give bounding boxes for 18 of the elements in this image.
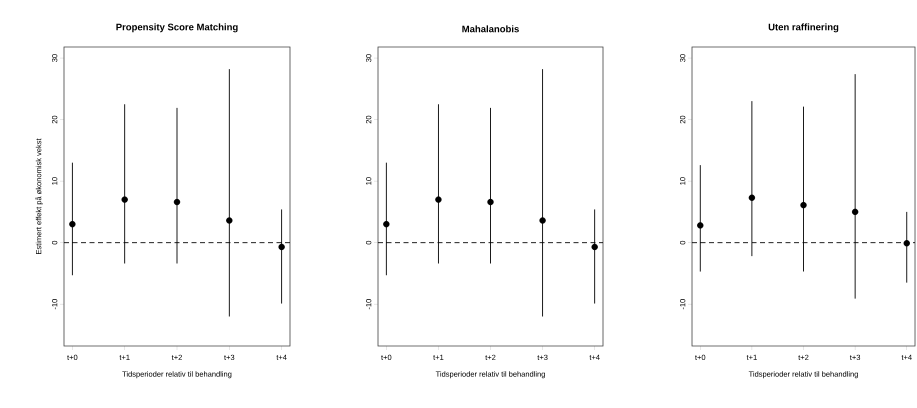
point [435,196,442,203]
point [748,194,756,201]
point [487,198,494,206]
point [852,208,858,216]
chart-title: Uten raffinering [768,23,838,32]
point [383,220,390,228]
point [539,217,546,224]
point [591,244,598,250]
point [904,240,910,246]
point [121,196,128,203]
point [278,244,285,250]
point [174,198,180,206]
point [800,202,807,208]
point [697,222,704,229]
chart-title: Propensity Score Matching [116,23,238,32]
point [69,220,76,228]
point [226,217,233,224]
chart-title: Mahalanobis [462,25,519,32]
